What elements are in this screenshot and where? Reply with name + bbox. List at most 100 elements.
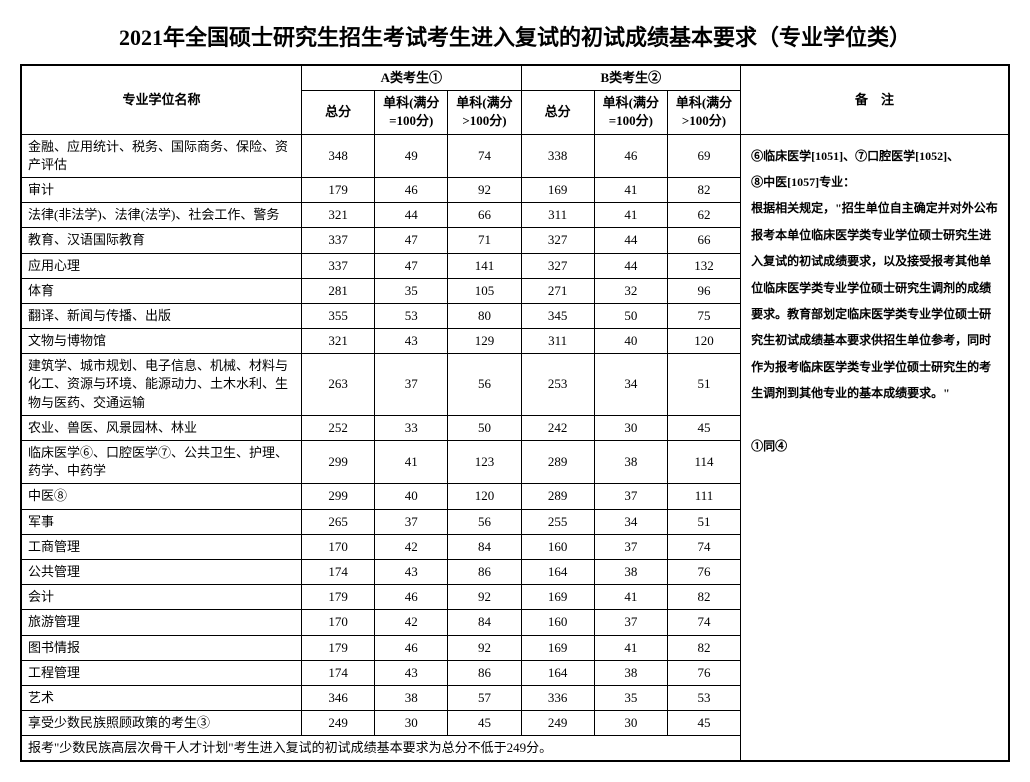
header-remark: 备 注 — [741, 65, 1009, 134]
row-name: 公共管理 — [21, 559, 302, 584]
score-cell: 249 — [302, 711, 375, 736]
score-cell: 179 — [302, 177, 375, 202]
score-cell: 86 — [448, 559, 521, 584]
row-name: 体育 — [21, 278, 302, 303]
header-name: 专业学位名称 — [21, 65, 302, 134]
score-cell: 92 — [448, 177, 521, 202]
score-cell: 86 — [448, 660, 521, 685]
score-cell: 37 — [594, 534, 667, 559]
score-cell: 41 — [594, 635, 667, 660]
table-row: 金融、应用统计、税务、国际商务、保险、资产评估34849743384669⑥临床… — [21, 134, 1009, 177]
row-name: 翻译、新闻与传播、出版 — [21, 303, 302, 328]
header-a-sgt100: 单科(满分>100分) — [448, 91, 521, 134]
row-name: 艺术 — [21, 685, 302, 710]
row-name: 法律(非法学)、法律(法学)、社会工作、警务 — [21, 203, 302, 228]
score-cell: 92 — [448, 635, 521, 660]
score-cell: 263 — [302, 354, 375, 416]
score-cell: 40 — [375, 484, 448, 509]
score-cell: 265 — [302, 509, 375, 534]
score-cell: 170 — [302, 534, 375, 559]
score-cell: 169 — [521, 177, 594, 202]
score-cell: 299 — [302, 484, 375, 509]
score-cell: 51 — [667, 354, 740, 416]
row-name: 临床医学⑥、口腔医学⑦、公共卫生、护理、药学、中药学 — [21, 441, 302, 484]
score-cell: 49 — [375, 134, 448, 177]
score-cell: 255 — [521, 509, 594, 534]
score-cell: 43 — [375, 660, 448, 685]
score-cell: 46 — [375, 635, 448, 660]
score-cell: 46 — [375, 177, 448, 202]
score-cell: 56 — [448, 354, 521, 416]
score-cell: 38 — [594, 559, 667, 584]
score-cell: 42 — [375, 610, 448, 635]
row-name: 图书情报 — [21, 635, 302, 660]
score-cell: 46 — [594, 134, 667, 177]
header-a-s100: 单科(满分=100分) — [375, 91, 448, 134]
score-cell: 53 — [667, 685, 740, 710]
score-cell: 253 — [521, 354, 594, 416]
score-cell: 271 — [521, 278, 594, 303]
score-cell: 47 — [375, 253, 448, 278]
score-cell: 179 — [302, 585, 375, 610]
row-name: 建筑学、城市规划、电子信息、机械、材料与化工、资源与环境、能源动力、土木水利、生… — [21, 354, 302, 416]
row-name: 文物与博物馆 — [21, 329, 302, 354]
remark-cell: ⑥临床医学[1051]、⑦口腔医学[1052]、 ⑧中医[1057]专业： 根据… — [741, 134, 1009, 761]
score-cell: 321 — [302, 329, 375, 354]
score-cell: 38 — [594, 660, 667, 685]
score-cell: 41 — [375, 441, 448, 484]
score-cell: 174 — [302, 660, 375, 685]
score-cell: 170 — [302, 610, 375, 635]
score-cell: 34 — [594, 354, 667, 416]
score-cell: 80 — [448, 303, 521, 328]
score-cell: 76 — [667, 559, 740, 584]
score-cell: 45 — [667, 711, 740, 736]
score-cell: 281 — [302, 278, 375, 303]
row-name: 工程管理 — [21, 660, 302, 685]
score-cell: 129 — [448, 329, 521, 354]
row-name: 军事 — [21, 509, 302, 534]
row-name: 享受少数民族照顾政策的考生③ — [21, 711, 302, 736]
score-cell: 336 — [521, 685, 594, 710]
row-name: 工商管理 — [21, 534, 302, 559]
row-name: 教育、汉语国际教育 — [21, 228, 302, 253]
score-cell: 82 — [667, 585, 740, 610]
score-cell: 346 — [302, 685, 375, 710]
row-name: 农业、兽医、风景园林、林业 — [21, 415, 302, 440]
score-cell: 74 — [667, 610, 740, 635]
score-cell: 289 — [521, 441, 594, 484]
score-cell: 50 — [448, 415, 521, 440]
header-b-sgt100: 单科(满分>100分) — [667, 91, 740, 134]
score-cell: 242 — [521, 415, 594, 440]
score-cell: 92 — [448, 585, 521, 610]
score-cell: 38 — [375, 685, 448, 710]
score-cell: 160 — [521, 534, 594, 559]
score-cell: 30 — [594, 711, 667, 736]
score-cell: 30 — [375, 711, 448, 736]
score-cell: 141 — [448, 253, 521, 278]
score-cell: 44 — [594, 228, 667, 253]
score-cell: 71 — [448, 228, 521, 253]
header-b-total: 总分 — [521, 91, 594, 134]
header-a-total: 总分 — [302, 91, 375, 134]
score-cell: 338 — [521, 134, 594, 177]
header-b-s100: 单科(满分=100分) — [594, 91, 667, 134]
row-name: 应用心理 — [21, 253, 302, 278]
score-cell: 76 — [667, 660, 740, 685]
score-cell: 96 — [667, 278, 740, 303]
score-cell: 120 — [667, 329, 740, 354]
score-cell: 252 — [302, 415, 375, 440]
score-cell: 299 — [302, 441, 375, 484]
score-cell: 45 — [448, 711, 521, 736]
score-cell: 327 — [521, 228, 594, 253]
score-cell: 84 — [448, 610, 521, 635]
row-name: 旅游管理 — [21, 610, 302, 635]
score-cell: 82 — [667, 177, 740, 202]
score-cell: 327 — [521, 253, 594, 278]
score-cell: 44 — [594, 253, 667, 278]
score-cell: 51 — [667, 509, 740, 534]
score-cell: 105 — [448, 278, 521, 303]
score-cell: 82 — [667, 635, 740, 660]
score-cell: 41 — [594, 177, 667, 202]
score-cell: 345 — [521, 303, 594, 328]
score-cell: 169 — [521, 585, 594, 610]
